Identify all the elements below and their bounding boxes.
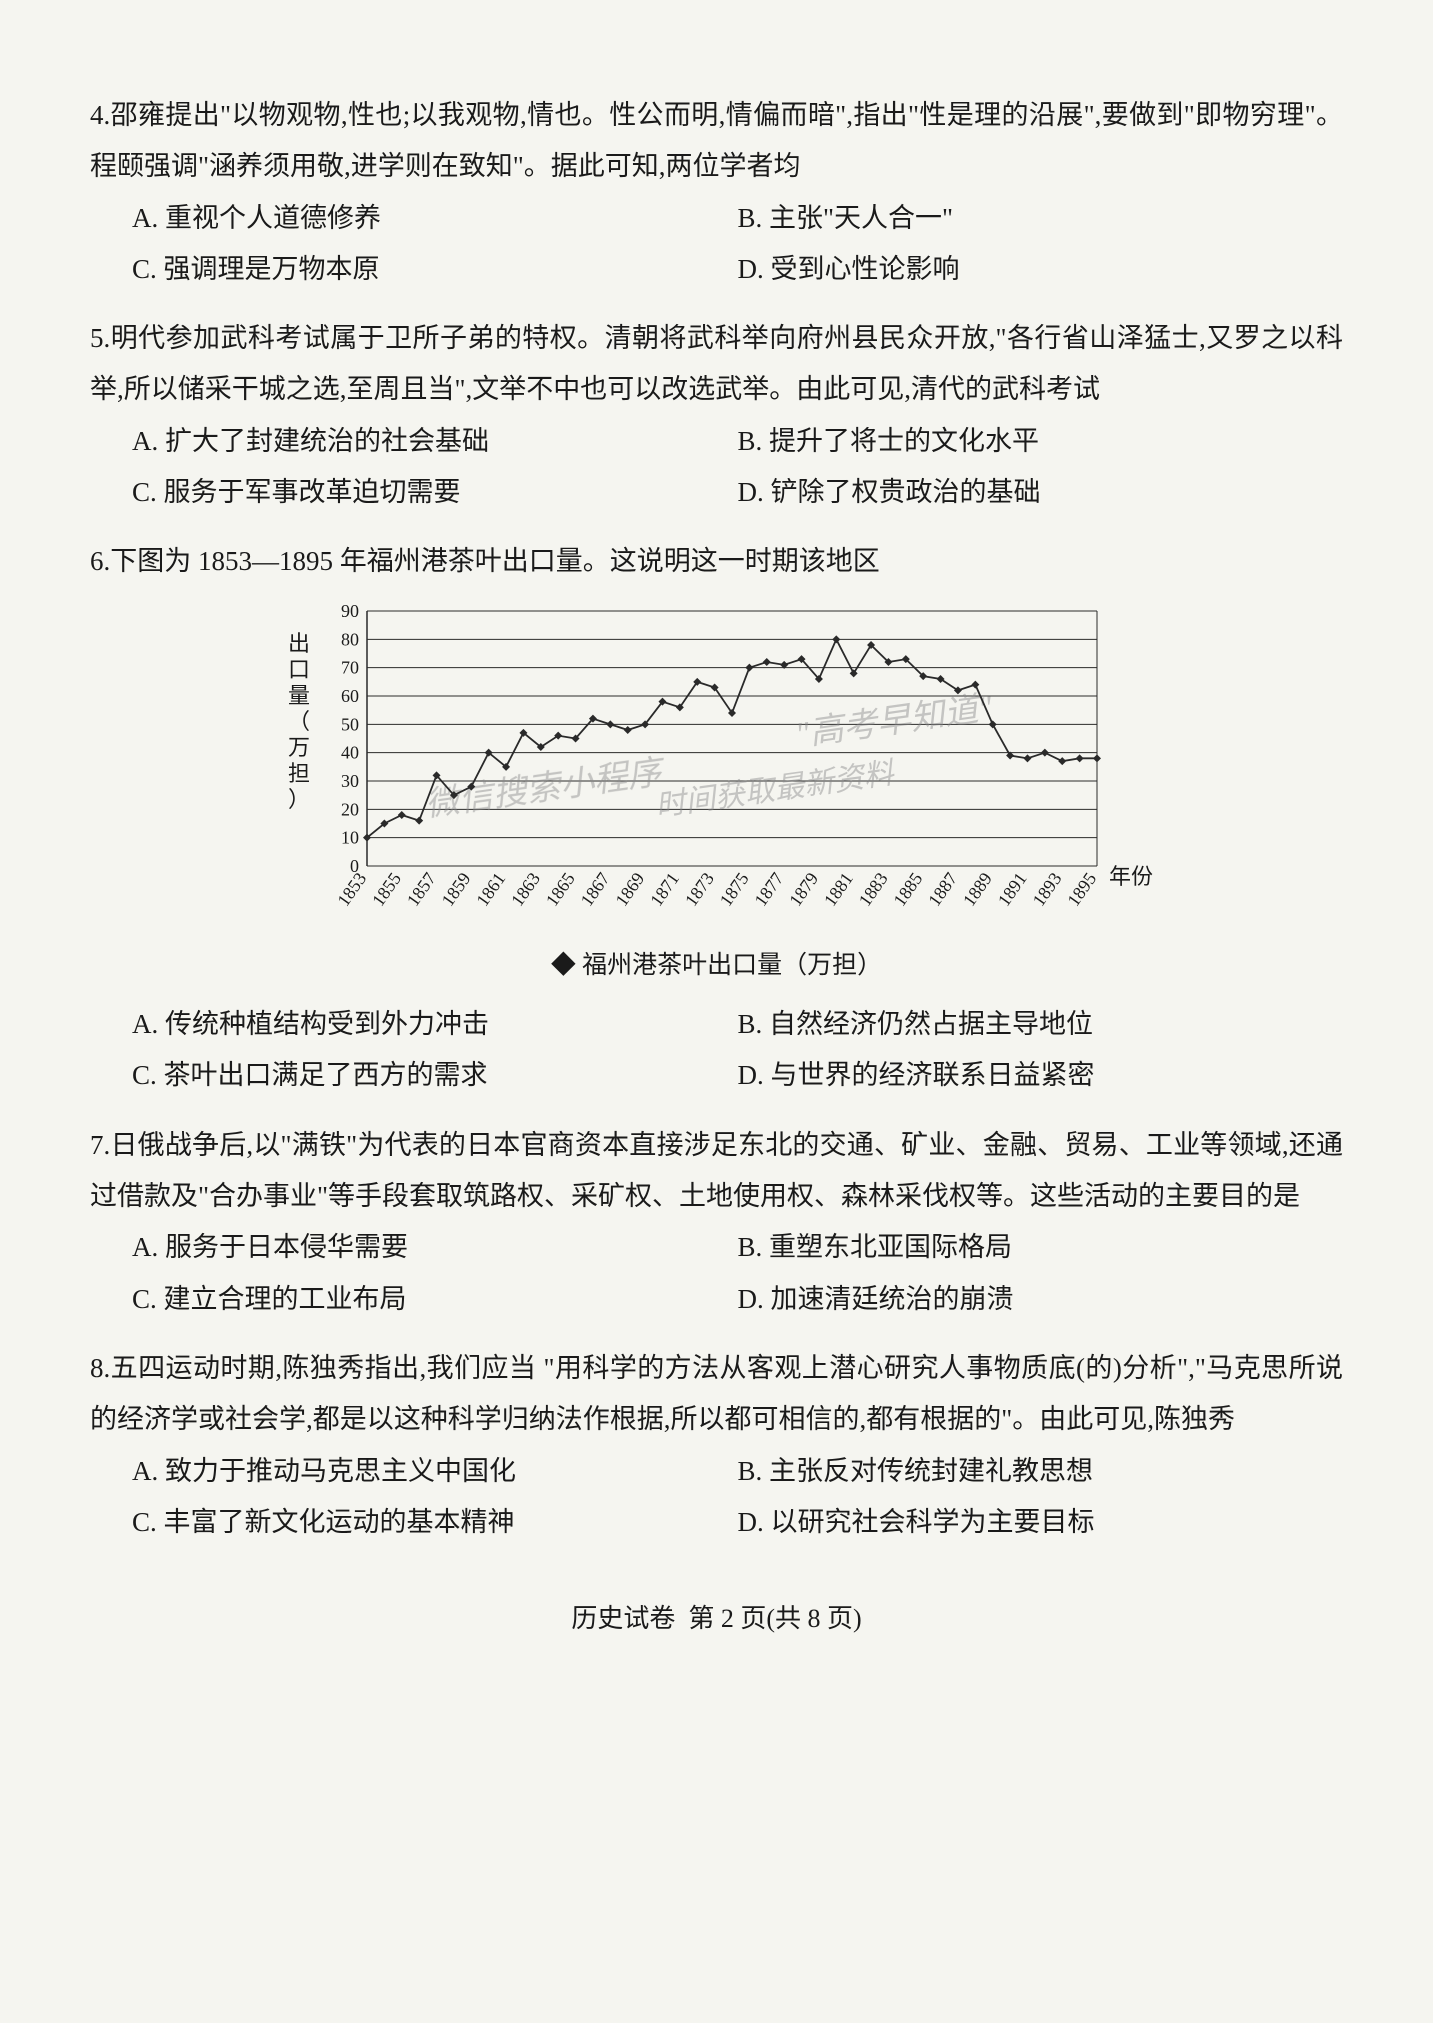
question-7-text: 7.日俄战争后,以"满铁"为代表的日本官商资本直接涉足东北的交通、矿业、金融、贸…	[90, 1120, 1343, 1223]
question-6-number: 6.	[90, 536, 110, 587]
svg-text:出: 出	[287, 631, 309, 656]
question-5-text: 5.明代参加武科考试属于卫所子弟的特权。清朝将武科举向府州县民众开放,"各行省山…	[90, 313, 1343, 416]
chart-container: 0102030405060708090出口量（万担）微信搜索小程序"高考早知道"…	[90, 596, 1343, 936]
question-6-body: 下图为 1853—1895 年福州港茶叶出口量。这说明这一时期该地区	[110, 546, 880, 576]
option-5b: B. 提升了将士的文化水平	[738, 416, 1344, 467]
svg-text:1857: 1857	[402, 868, 439, 909]
question-7-options: A. 服务于日本侵华需要 B. 重塑东北亚国际格局 C. 建立合理的工业布局 D…	[90, 1222, 1343, 1325]
svg-text:1863: 1863	[507, 868, 544, 909]
question-6-text: 6.下图为 1853—1895 年福州港茶叶出口量。这说明这一时期该地区	[90, 536, 1343, 587]
question-4-text: 4.邵雍提出"以物观物,性也;以我观物,情也。性公而明,情偏而暗",指出"性是理…	[90, 90, 1343, 193]
footer-subject: 历史试卷	[571, 1604, 675, 1633]
svg-text:80: 80	[341, 629, 359, 649]
page-footer: 历史试卷 第 2 页(共 8 页)	[90, 1598, 1343, 1635]
svg-text:60: 60	[341, 686, 359, 706]
svg-text:30: 30	[341, 771, 359, 791]
question-8: 8.五四运动时期,陈独秀指出,我们应当 "用科学的方法从客观上潜心研究人事物质底…	[90, 1343, 1343, 1548]
option-8b: B. 主张反对传统封建礼教思想	[738, 1446, 1344, 1497]
option-8a: A. 致力于推动马克思主义中国化	[132, 1446, 738, 1497]
svg-text:1881: 1881	[819, 868, 856, 909]
svg-text:1887: 1887	[924, 868, 961, 909]
svg-text:1855: 1855	[368, 868, 405, 909]
footer-page: 第 2 页(共 8 页)	[688, 1604, 861, 1633]
question-8-text: 8.五四运动时期,陈独秀指出,我们应当 "用科学的方法从客观上潜心研究人事物质底…	[90, 1343, 1343, 1446]
question-4-body: 邵雍提出"以物观物,性也;以我观物,情也。性公而明,情偏而暗",指出"性是理的沿…	[90, 100, 1343, 181]
question-8-options: A. 致力于推动马克思主义中国化 B. 主张反对传统封建礼教思想 C. 丰富了新…	[90, 1446, 1343, 1549]
svg-text:微信搜索小程序: 微信搜索小程序	[422, 753, 668, 823]
svg-text:1889: 1889	[958, 868, 995, 909]
question-5: 5.明代参加武科考试属于卫所子弟的特权。清朝将武科举向府州县民众开放,"各行省山…	[90, 313, 1343, 518]
question-5-number: 5.	[90, 313, 110, 364]
svg-text:1853: 1853	[333, 868, 370, 909]
svg-text:担: 担	[287, 761, 309, 786]
svg-text:时间获取最新资料: 时间获取最新资料	[653, 756, 897, 822]
question-7-body: 日俄战争后,以"满铁"为代表的日本官商资本直接涉足东北的交通、矿业、金融、贸易、…	[90, 1130, 1343, 1211]
svg-text:1891: 1891	[993, 868, 1030, 909]
svg-text:万: 万	[287, 735, 309, 760]
option-5d: D. 铲除了权贵政治的基础	[738, 467, 1344, 518]
option-5a: A. 扩大了封建统治的社会基础	[132, 416, 738, 467]
question-7: 7.日俄战争后,以"满铁"为代表的日本官商资本直接涉足东北的交通、矿业、金融、贸…	[90, 1120, 1343, 1325]
question-5-body: 明代参加武科考试属于卫所子弟的特权。清朝将武科举向府州县民众开放,"各行省山泽猛…	[90, 323, 1343, 404]
question-8-body: 五四运动时期,陈独秀指出,我们应当 "用科学的方法从客观上潜心研究人事物质底(的…	[90, 1353, 1343, 1434]
tea-export-chart: 0102030405060708090出口量（万担）微信搜索小程序"高考早知道"…	[277, 596, 1157, 936]
option-4d: D. 受到心性论影响	[738, 244, 1344, 295]
svg-text:10: 10	[341, 827, 359, 847]
svg-text:1879: 1879	[785, 868, 822, 909]
question-8-number: 8.	[90, 1343, 110, 1394]
svg-text:50: 50	[341, 714, 359, 734]
svg-text:1865: 1865	[541, 868, 578, 909]
option-6b: B. 自然经济仍然占据主导地位	[738, 999, 1344, 1050]
option-6a: A. 传统种植结构受到外力冲击	[132, 999, 738, 1050]
question-4-number: 4.	[90, 90, 110, 141]
option-4b: B. 主张"天人合一"	[738, 193, 1344, 244]
svg-text:1871: 1871	[646, 868, 683, 909]
svg-text:1869: 1869	[611, 868, 648, 909]
svg-text:"高考早知道": "高考早知道"	[792, 689, 994, 753]
svg-text:90: 90	[341, 601, 359, 621]
question-5-options: A. 扩大了封建统治的社会基础 B. 提升了将士的文化水平 C. 服务于军事改革…	[90, 416, 1343, 519]
question-4-options: A. 重视个人道德修养 B. 主张"天人合一" C. 强调理是万物本原 D. 受…	[90, 193, 1343, 296]
option-8c: C. 丰富了新文化运动的基本精神	[132, 1497, 738, 1548]
svg-text:40: 40	[341, 742, 359, 762]
svg-text:1885: 1885	[889, 868, 926, 909]
chart-legend: ◆ 福州港茶叶出口量（万担）	[90, 942, 1343, 990]
option-7c: C. 建立合理的工业布局	[132, 1274, 738, 1325]
option-8d: D. 以研究社会科学为主要目标	[738, 1497, 1344, 1548]
legend-marker-icon: ◆	[551, 952, 576, 979]
option-5c: C. 服务于军事改革迫切需要	[132, 467, 738, 518]
option-4a: A. 重视个人道德修养	[132, 193, 738, 244]
svg-text:1895: 1895	[1063, 868, 1100, 909]
svg-text:1893: 1893	[1028, 868, 1065, 909]
svg-text:1875: 1875	[715, 868, 752, 909]
svg-text:口: 口	[287, 657, 309, 682]
option-4c: C. 强调理是万物本原	[132, 244, 738, 295]
svg-text:1873: 1873	[680, 868, 717, 909]
svg-text:1867: 1867	[576, 868, 613, 909]
option-6d: D. 与世界的经济联系日益紧密	[738, 1050, 1344, 1101]
legend-text: 福州港茶叶出口量（万担）	[582, 952, 882, 979]
question-7-number: 7.	[90, 1120, 110, 1171]
question-6: 6.下图为 1853—1895 年福州港茶叶出口量。这说明这一时期该地区 010…	[90, 536, 1343, 1101]
svg-text:70: 70	[341, 657, 359, 677]
svg-text:1861: 1861	[472, 868, 509, 909]
question-6-options: A. 传统种植结构受到外力冲击 B. 自然经济仍然占据主导地位 C. 茶叶出口满…	[90, 999, 1343, 1102]
svg-text:1877: 1877	[750, 868, 787, 909]
option-6c: C. 茶叶出口满足了西方的需求	[132, 1050, 738, 1101]
svg-text:）: ）	[287, 787, 309, 812]
svg-text:1859: 1859	[437, 868, 474, 909]
svg-text:年份: 年份	[1109, 864, 1153, 889]
svg-text:量: 量	[287, 683, 309, 708]
svg-text:（: （	[287, 709, 309, 734]
option-7d: D. 加速清廷统治的崩溃	[738, 1274, 1344, 1325]
question-4: 4.邵雍提出"以物观物,性也;以我观物,情也。性公而明,情偏而暗",指出"性是理…	[90, 90, 1343, 295]
option-7b: B. 重塑东北亚国际格局	[738, 1222, 1344, 1273]
option-7a: A. 服务于日本侵华需要	[132, 1222, 738, 1273]
svg-text:20: 20	[341, 799, 359, 819]
svg-text:1883: 1883	[854, 868, 891, 909]
